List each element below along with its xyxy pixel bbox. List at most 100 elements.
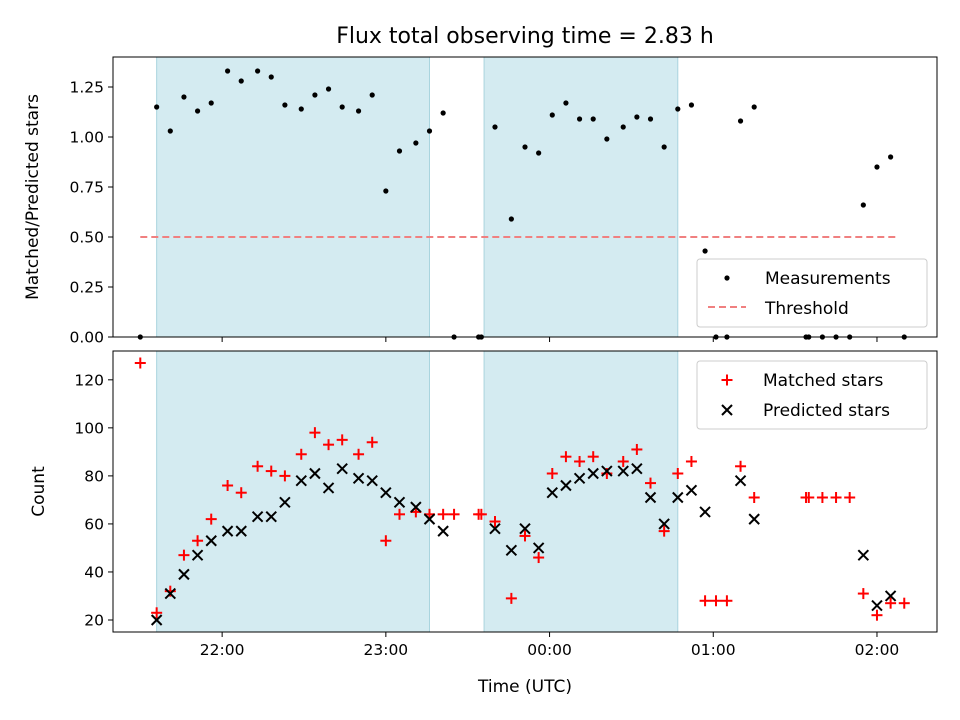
measurement-point-44 <box>751 104 757 110</box>
matched-point-21 <box>437 508 449 520</box>
matched-point-16 <box>366 436 378 448</box>
legend-threshold-label: Threshold <box>764 299 849 319</box>
predicted-point-11 <box>309 467 321 480</box>
predicted-point-13 <box>336 462 348 475</box>
measurement-point-5 <box>208 100 214 106</box>
predicted-point-16 <box>380 486 392 499</box>
predicted-point-30 <box>617 465 629 477</box>
measurement-point-51 <box>874 164 880 170</box>
predicted-point-36 <box>699 506 711 518</box>
matched-point-48 <box>830 492 842 504</box>
matched-point-9 <box>265 465 277 477</box>
predicted-point-5 <box>221 525 234 537</box>
measurement-point-29 <box>549 112 555 118</box>
bottom-legend: Matched stars Predicted stars <box>696 360 928 430</box>
measurement-point-13 <box>325 86 332 92</box>
measurement-point-26 <box>508 216 514 222</box>
x-axis-label: Time (UTC) <box>477 677 572 697</box>
predicted-point-1 <box>164 587 177 600</box>
matched-point-18 <box>393 508 405 520</box>
matched-point-25 <box>489 516 501 528</box>
predicted-point-10 <box>295 474 307 487</box>
measurement-point-30 <box>563 100 569 106</box>
measurement-point-1 <box>154 104 160 110</box>
measurement-point-15 <box>355 108 362 114</box>
top-ytick-label-0: 0.00 <box>69 329 104 347</box>
measurement-point-43 <box>737 118 744 124</box>
bottom-shaded-interval-1 <box>483 350 679 633</box>
top-ytick-label-5: 1.25 <box>69 79 104 97</box>
xtick-label-1: 23:00 <box>364 641 409 659</box>
bottom-ytick-label-0: 20 <box>84 611 104 629</box>
predicted-point-26 <box>560 479 572 492</box>
predicted-point-32 <box>644 491 657 504</box>
measurement-point-37 <box>661 144 667 150</box>
top-y-ticks: 0.00 0.25 0.50 0.75 1.00 1.25 <box>69 79 113 347</box>
predicted-point-21 <box>489 523 501 535</box>
measurement-point-52 <box>888 154 894 160</box>
bottom-y-ticks: 20 40 60 80 100 120 <box>74 371 113 629</box>
bottom-x-ticks: 22:00 23:00 00:00 01:00 02:00 <box>200 632 900 659</box>
matched-point-49 <box>844 492 856 504</box>
matched-point-34 <box>617 455 629 467</box>
matched-point-53 <box>898 597 910 609</box>
matched-point-17 <box>380 535 392 547</box>
predicted-point-9 <box>279 496 291 509</box>
matched-point-7 <box>235 487 247 499</box>
predicted-point-7 <box>251 511 264 523</box>
measurement-point-34 <box>620 124 626 130</box>
predicted-point-6 <box>235 525 247 537</box>
predicted-point-15 <box>366 474 378 487</box>
top-legend: Measurements Threshold <box>696 258 928 328</box>
legend-predicted-marker <box>721 404 733 416</box>
xtick-label-0: 22:00 <box>200 641 245 659</box>
matched-point-15 <box>353 448 365 460</box>
matched-point-4 <box>192 535 204 547</box>
xtick-label-4: 02:00 <box>855 641 900 659</box>
measurement-point-27 <box>522 144 528 150</box>
predicted-point-31 <box>631 462 643 475</box>
measurement-point-11 <box>298 106 304 112</box>
predicted-point-33 <box>658 518 670 530</box>
top-plot-frame <box>112 56 938 338</box>
measurement-point-28 <box>536 150 542 156</box>
matched-point-29 <box>546 467 558 479</box>
measurement-point-17 <box>383 188 389 194</box>
top-ytick-label-1: 0.25 <box>69 279 104 297</box>
matched-point-46 <box>803 492 815 504</box>
predicted-point-19 <box>423 513 436 525</box>
predicted-point-29 <box>601 465 613 477</box>
predicted-point-20 <box>437 525 449 537</box>
matched-point-50 <box>857 588 869 600</box>
xtick-label-2: 00:00 <box>527 641 572 659</box>
measurement-point-25 <box>492 124 498 130</box>
top-ytick-label-4: 1.00 <box>69 129 104 147</box>
predicted-point-34 <box>672 491 684 504</box>
matched-point-22 <box>448 508 460 520</box>
measurement-point-2 <box>167 128 173 134</box>
matched-point-11 <box>295 448 307 460</box>
chart-title: Flux total observing time = 2.83 h <box>336 24 714 49</box>
predicted-point-12 <box>322 482 335 494</box>
measurement-point-10 <box>282 102 288 108</box>
matched-point-14 <box>336 434 348 446</box>
predicted-point-38 <box>748 513 760 525</box>
measurement-point-31 <box>576 116 583 122</box>
measurement-point-7 <box>238 78 244 84</box>
measurement-point-6 <box>224 68 231 74</box>
measurement-point-39 <box>688 102 695 108</box>
matched-point-6 <box>222 479 234 491</box>
matched-point-28 <box>533 552 545 564</box>
measurement-point-8 <box>255 68 261 74</box>
matched-point-36 <box>645 477 657 489</box>
matched-point-5 <box>205 513 217 525</box>
predicted-point-37 <box>734 474 747 487</box>
predicted-point-0 <box>150 614 163 626</box>
legend-measurements-label: Measurements <box>765 269 891 289</box>
matched-point-47 <box>816 492 828 504</box>
matched-point-44 <box>748 492 760 504</box>
matched-point-27 <box>519 530 531 542</box>
predicted-point-2 <box>178 568 190 581</box>
bottom-shaded-regions <box>156 350 679 633</box>
